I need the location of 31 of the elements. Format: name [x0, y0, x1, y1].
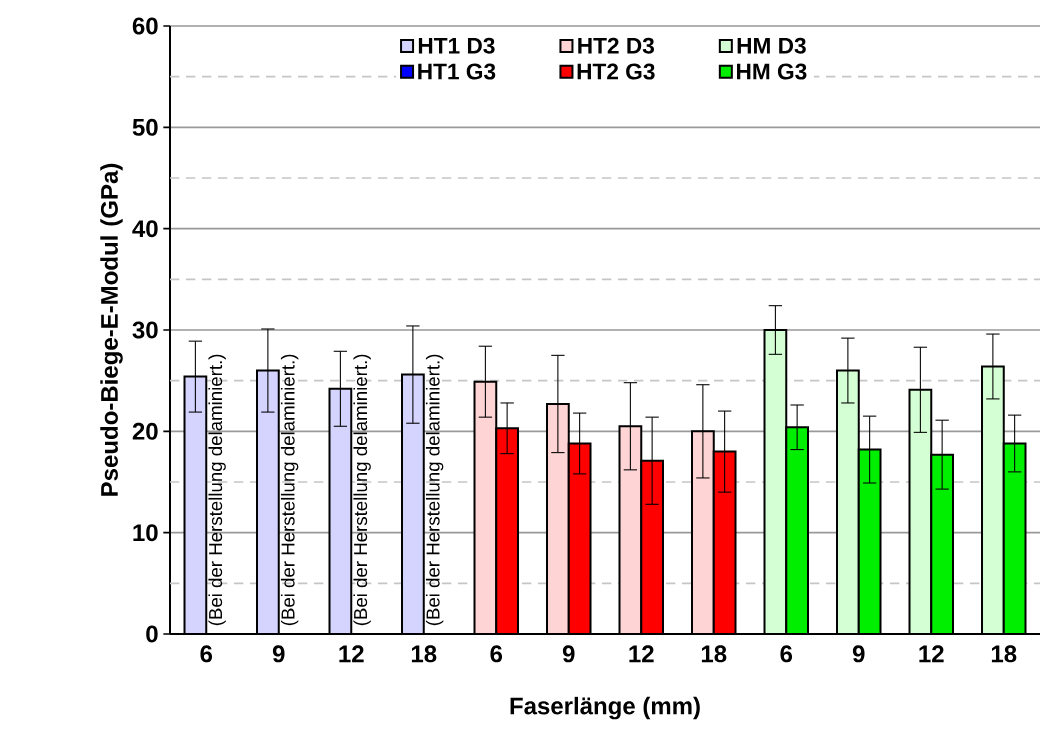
- legend-label: HT1 D3: [418, 37, 495, 54]
- y-tick-label: 40: [132, 220, 158, 238]
- y-tick-label: 30: [132, 321, 158, 339]
- legend-label: HT2 D3: [578, 37, 654, 54]
- x-tick-label: 12: [629, 645, 654, 663]
- y-tick-label: 0: [146, 625, 158, 643]
- x-tick-label: 9: [852, 645, 865, 663]
- annotation: (Bei der Herstellung delaminiert.): [208, 354, 226, 626]
- annotation: (Bei der Herstellung delaminiert.): [353, 354, 371, 626]
- x-tick-label: 6: [200, 645, 213, 663]
- x-tick-label: 18: [411, 645, 437, 663]
- y-tick-label: 10: [133, 524, 158, 542]
- y-tick-label: 50: [132, 118, 158, 136]
- x-tick-label: 6: [490, 645, 503, 663]
- x-tick-label: 12: [339, 645, 364, 663]
- legend-label: HT1 G3: [418, 63, 496, 80]
- x-tick-label: 18: [991, 645, 1017, 663]
- annotation: (Bei der Herstellung delaminiert.): [280, 354, 299, 626]
- y-tick-label: 60: [132, 17, 158, 35]
- x-axis-title: Faserlänge (mm): [510, 696, 700, 720]
- legend-label: HM D3: [737, 37, 806, 54]
- y-tick-label: 20: [132, 422, 158, 440]
- legend-label: HT2 G3: [577, 63, 655, 80]
- y-axis-title: Pseudo-Biege-E-Modul (GPa): [100, 163, 123, 496]
- x-tick-label: 18: [701, 645, 727, 663]
- x-tick-label: 9: [272, 645, 285, 663]
- x-tick-label: 6: [780, 645, 793, 663]
- x-tick-label: 9: [562, 645, 575, 663]
- legend-label: HM G3: [737, 63, 807, 80]
- annotation: (Bei der Herstellung delaminiert.): [425, 354, 444, 626]
- x-tick-label: 12: [919, 645, 944, 663]
